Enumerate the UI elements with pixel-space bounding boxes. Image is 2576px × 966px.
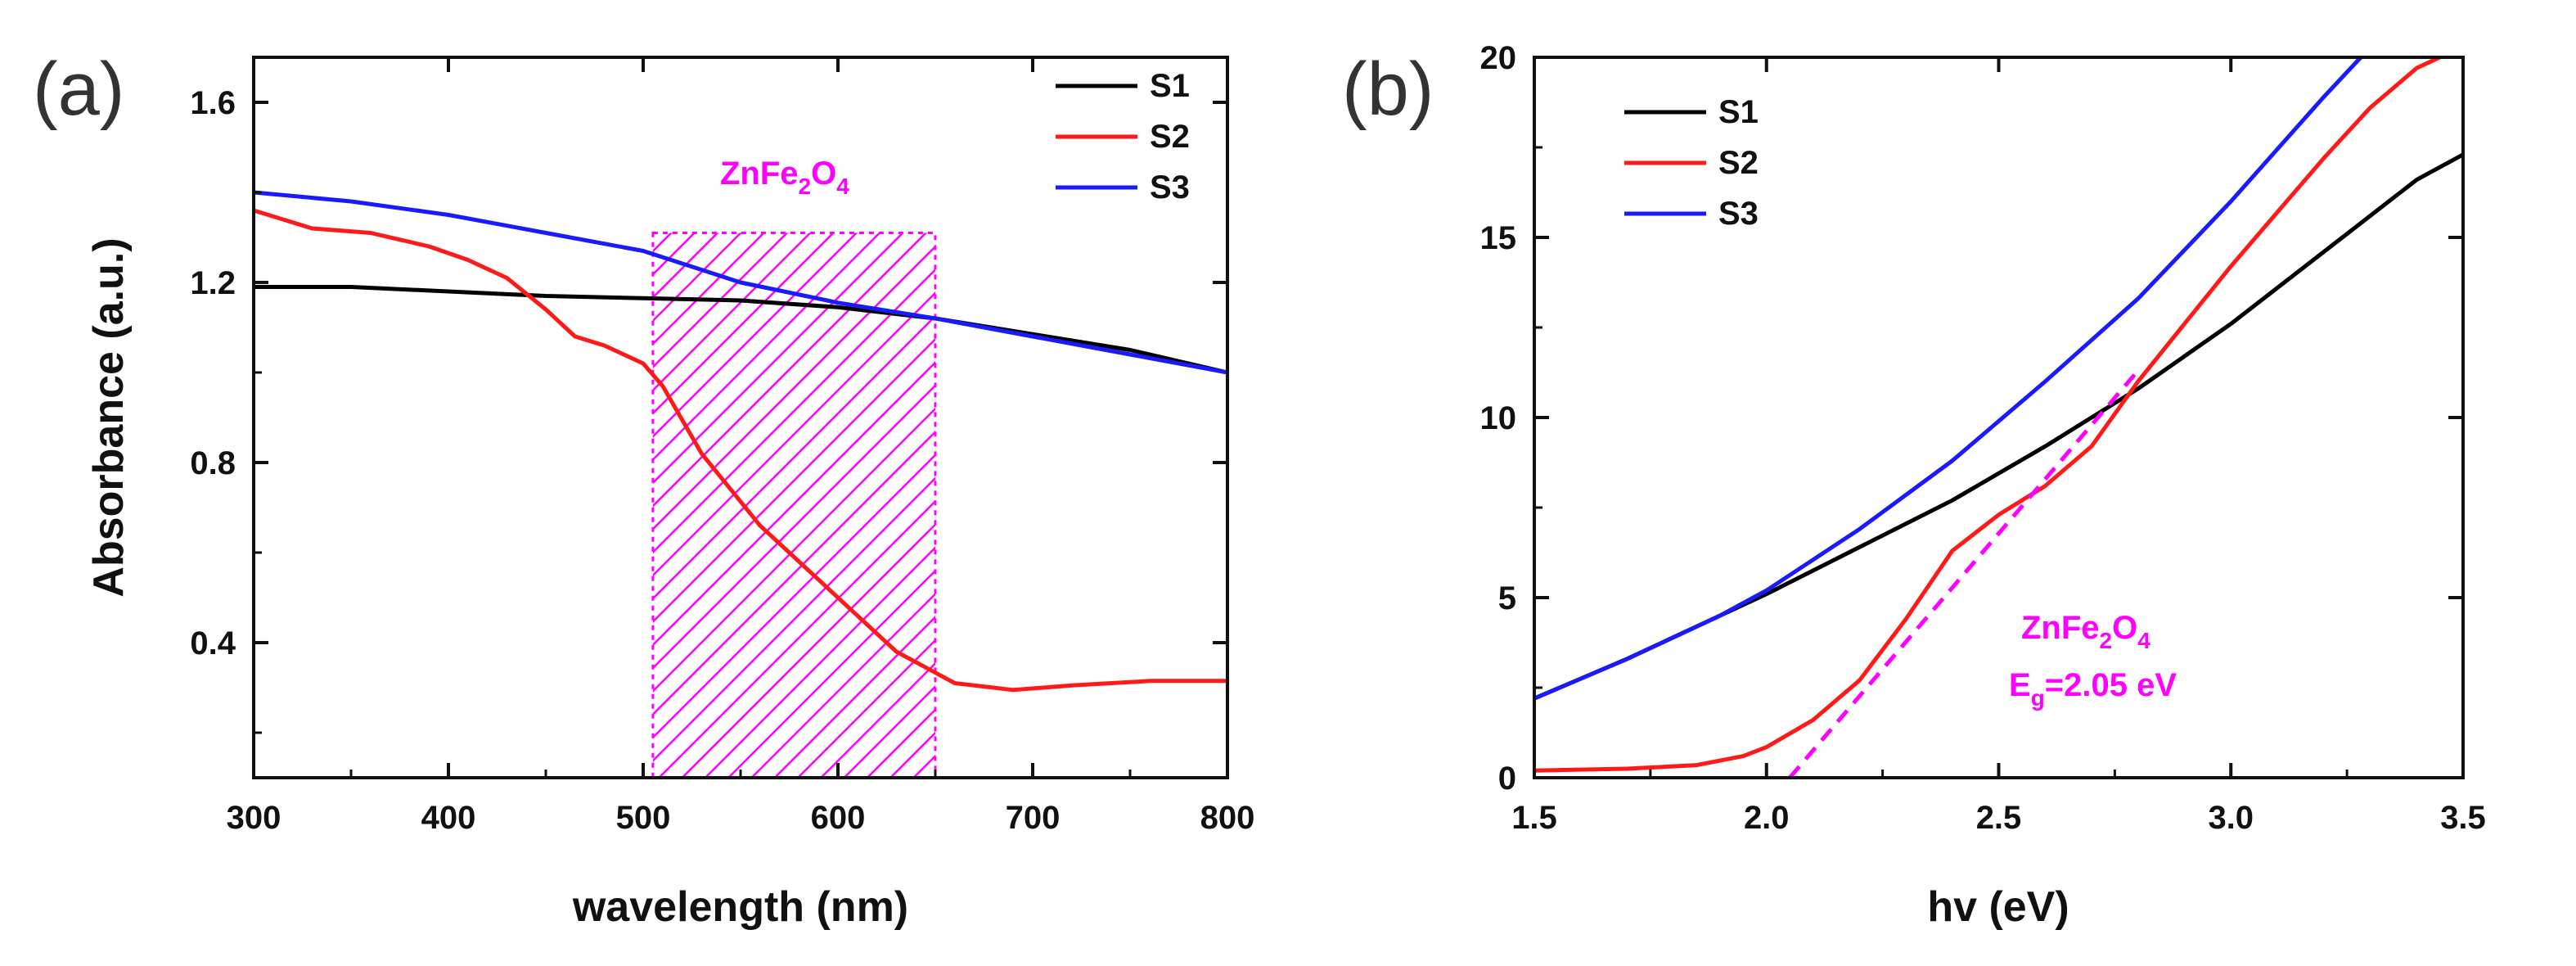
x-tick-label: 600: [811, 800, 866, 836]
series-group-a: [253, 190, 1228, 693]
legend-label-s3: S3: [1150, 169, 1190, 205]
plot-frame-b: [1533, 56, 2465, 779]
panel-a-label: (a): [33, 47, 124, 131]
bandgap-label-b: Eg=2.05 eV: [2009, 667, 2177, 711]
x-tick-label: 700: [1006, 800, 1061, 836]
y-axis-a: 0.4 0.8 1.2 1.6: [190, 85, 1227, 734]
series-line-s1: [254, 285, 1228, 375]
y-axis-title-a: Absorbance (a.u.): [85, 237, 133, 597]
x-axis-b: 1.5 2.0 2.5 3.0 3.5: [1511, 57, 2486, 836]
x-tick-label: 2.5: [1976, 800, 2022, 836]
y-tick-label: 0.4: [190, 625, 236, 661]
legend-label-s2: S2: [1150, 119, 1190, 155]
series-line-s2: [1533, 55, 2441, 773]
x-tick-label: 2.0: [1744, 800, 1790, 836]
series-line-s2: [253, 208, 1227, 693]
x-tick-label: 500: [616, 800, 671, 836]
x-tick-label: 300: [227, 800, 281, 836]
x-axis-title-a: wavelength (nm): [572, 883, 908, 931]
fit-line-b: [1788, 369, 2140, 779]
y-tick-label: 0: [1498, 761, 1516, 797]
legend-label-s1: S1: [1150, 68, 1190, 104]
shaded-region-a: [651, 232, 937, 779]
znfe2o4-label-b: ZnFe2O4: [2021, 610, 2150, 653]
x-tick-label: 3.5: [2440, 800, 2486, 836]
legend-label-s1: S1: [1718, 94, 1759, 130]
x-tick-label: 1.5: [1511, 800, 1557, 836]
y-tick-label: 1.2: [190, 265, 236, 301]
panel-a: (a) 300 400 500 600 700 800 0.4 0.8 1.2 1.6 wave…: [33, 47, 1254, 931]
y-tick-label: 10: [1480, 400, 1517, 436]
x-tick-label: 3.0: [2208, 800, 2254, 836]
y-tick-label: 5: [1498, 580, 1516, 616]
y-tick-label: 20: [1480, 40, 1517, 76]
y-axis-b: 0 5 10 15 20: [1480, 40, 2463, 797]
x-axis-a: 300 400 500 600 700 800: [227, 57, 1255, 836]
legend-label-s2: S2: [1718, 145, 1759, 181]
panel-b: (b) 1.5 2.0 2.5 3.0 3.5 0 5 10 15 20 hv (eV) ZnF…: [1342, 40, 2486, 931]
legend-a: S1 S2 S3: [1056, 68, 1190, 205]
x-axis-title-b: hv (eV): [1927, 883, 2069, 931]
series-line-s3: [1533, 56, 2362, 701]
y-tick-label: 15: [1480, 220, 1517, 256]
panel-b-label: (b): [1342, 47, 1434, 131]
series-group-b: [1533, 55, 2465, 773]
y-tick-label: 0.8: [190, 445, 236, 481]
x-tick-label: 400: [421, 800, 476, 836]
legend-label-s3: S3: [1718, 196, 1759, 232]
series-line-s3: [253, 190, 1228, 375]
series-line-s1: [1533, 152, 2465, 701]
x-tick-label: 800: [1200, 800, 1255, 836]
znfe2o4-label-a: ZnFe2O4: [720, 156, 849, 199]
y-tick-label: 1.6: [190, 85, 236, 121]
legend-b: S1 S2 S3: [1624, 94, 1759, 232]
